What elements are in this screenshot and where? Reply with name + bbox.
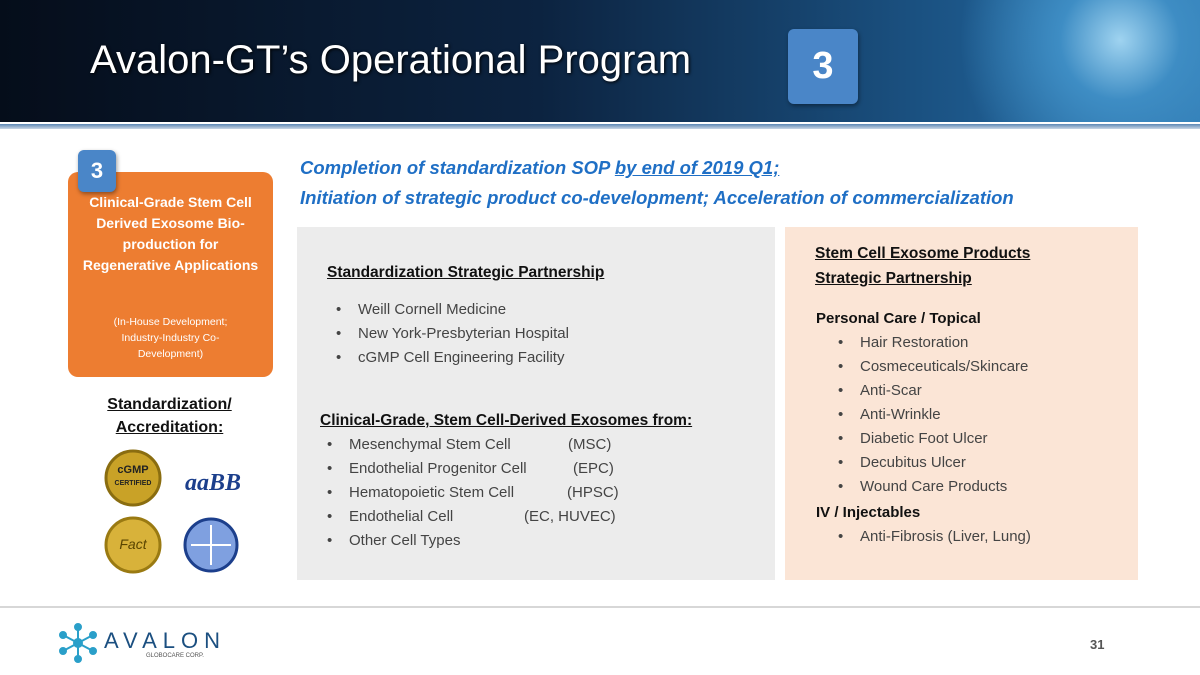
group-title: Personal Care / Topical [816, 310, 981, 327]
list-abbr: (EPC) [573, 460, 614, 477]
list-item: Cosmeceuticals/Skincare [838, 358, 1028, 375]
logos: cGMP CERTIFIED aaBB Fact [104, 449, 241, 574]
list-item: Anti-Wrinkle [838, 406, 940, 423]
list-item: Decubitus Ulcer [838, 454, 966, 471]
list-item: Endothelial Progenitor Cell [327, 460, 527, 477]
list-abbr: (MSC) [568, 436, 612, 453]
logo-text: aaBB [185, 470, 241, 496]
list-item: Hair Restoration [838, 334, 968, 351]
section-title: Strategic Partnership [815, 270, 972, 287]
list-item: Weill Cornell Medicine [336, 301, 506, 318]
footer-divider [0, 606, 1200, 608]
headline-underlined: by end of 2019 Q1; [614, 157, 780, 178]
list-item: cGMP Cell Engineering Facility [336, 349, 565, 366]
accreditation-label: Standardization/ Accreditation: [107, 396, 232, 436]
brand-sub: GLOBOCARE CORP. [146, 653, 204, 659]
brand-icon [59, 623, 97, 663]
card-heading: Clinical-Grade Stem Cell Derived Exosome… [82, 194, 259, 273]
list-abbr: (HPSC) [567, 484, 619, 501]
products-panel [785, 227, 1138, 580]
cgmp-seal [104, 449, 162, 507]
fact-seal [104, 516, 162, 574]
list-item: New York-Presbyterian Hospital [336, 325, 569, 342]
ck-logo-lines [191, 525, 231, 565]
list-abbr: (EC, HUVEC) [524, 508, 616, 525]
slide-title: Avalon-GT’s Operational Program [90, 38, 692, 82]
brand: AVALON [104, 628, 226, 653]
list-item: Anti-Scar [838, 382, 922, 399]
headline-line: Initiation of strategic product co-devel… [300, 187, 1014, 208]
page-number: 31 [1090, 637, 1105, 652]
list-item: Diabetic Foot Ulcer [838, 430, 987, 447]
logo-text: Fact [119, 536, 147, 552]
headline-text: Completion of standardization SOP [300, 157, 610, 178]
group-title: IV / Injectables [816, 504, 921, 521]
title-badge: 3 [788, 29, 858, 104]
logo-text: cGMP [117, 464, 148, 476]
list-item: Wound Care Products [838, 478, 1007, 495]
list-item: Mesenchymal Stem Cell [327, 436, 511, 453]
program-card: Clinical-Grade Stem Cell Derived Exosome… [68, 172, 273, 377]
logo-text: CERTIFIED [115, 480, 152, 487]
section-title: Stem Cell Exosome Products [815, 245, 1031, 262]
list-item: Other Cell Types [327, 532, 461, 549]
header-band [0, 0, 1200, 122]
card-note: (In-House Development; Industry-Industry… [113, 316, 228, 360]
headline: Completion of standardization SOP by end… [300, 153, 1014, 213]
section-title: Standardization Strategic Partnership [327, 264, 605, 281]
list-item: Anti-Fibrosis (Liver, Lung) [838, 528, 1031, 545]
headline-line: Completion of standardization SOP by end… [300, 153, 1014, 183]
card-badge: 3 [78, 150, 116, 192]
list-item: Hematopoietic Stem Cell [327, 484, 514, 501]
divider [0, 124, 1200, 129]
section-title: Clinical-Grade, Stem Cell-Derived Exosom… [320, 412, 693, 429]
list-item: Endothelial Cell [327, 508, 453, 525]
